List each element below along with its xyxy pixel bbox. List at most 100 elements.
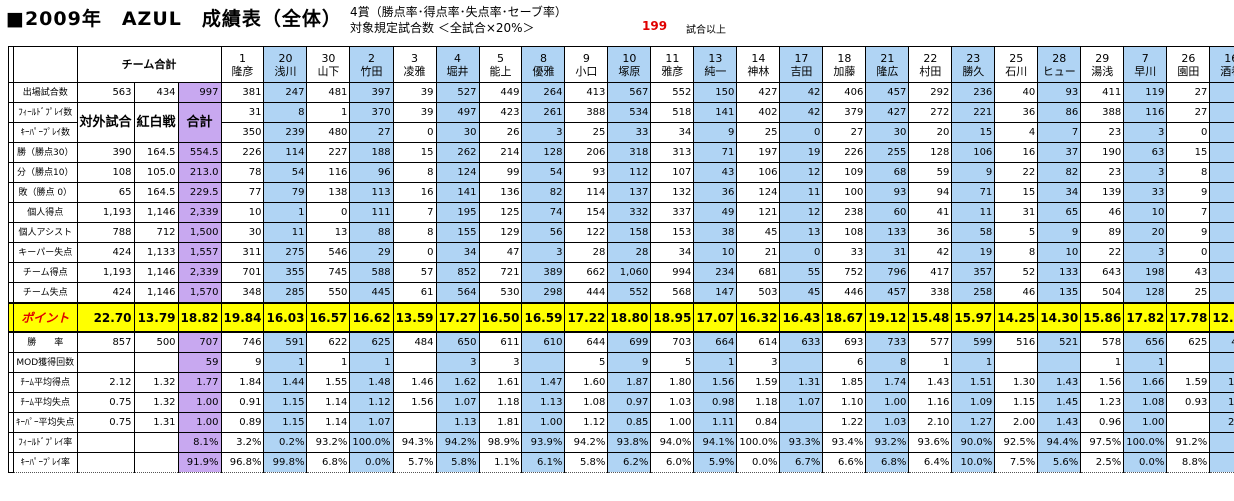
player-stat-value: 71 — [951, 182, 996, 203]
player-stat-value: 93 — [1037, 82, 1082, 103]
team-total-value: 434 — [133, 82, 179, 103]
player-stat-value: 11 — [1209, 142, 1234, 163]
player-stat-value: 0 — [392, 122, 437, 143]
player-stat-value: 31 — [1209, 102, 1234, 123]
player-stat-value: 2.10 — [908, 412, 953, 433]
player-stat-value: 93.9% — [521, 432, 566, 453]
player-stat-value: 93.3% — [779, 432, 824, 453]
player-stat-value: 504 — [1080, 282, 1125, 304]
stat-row: 敗（勝点 0） 65 164.5 229.5 77 79 138 113 16 141 136 82 1… — [8, 182, 1234, 203]
player-stat-value: 664 — [693, 331, 738, 353]
player-stat-value: 611 — [478, 331, 523, 353]
stat-row: ﾁｰﾑ平均得点 2.12 1.32 1.77 1.84 1.44 1.55 1.48 1.46 1… — [8, 372, 1234, 393]
player-number: 29 — [1095, 51, 1110, 65]
player-stat-value: 255 — [865, 142, 910, 163]
row-marker — [8, 302, 14, 333]
player-stat-value: 389 — [521, 262, 566, 283]
team-total-value: 554.5 — [177, 142, 222, 163]
player-stat-value: 633 — [779, 331, 824, 353]
player-stat-value: 10 — [220, 202, 265, 223]
player-stat-value: 484 — [392, 331, 437, 353]
player-stat-value: 1.44 — [263, 372, 308, 393]
player-stat-value: 28 — [607, 242, 652, 263]
player-number: 26 — [1181, 51, 1196, 65]
player-header: 18 加藤 — [822, 46, 867, 83]
player-stat-value — [1209, 162, 1234, 183]
player-stat-value: 546 — [306, 242, 351, 263]
team-total-value: 0.75 — [76, 392, 135, 413]
header-row: チーム合計 1 隆彦 20 浅川 30 山下 2 竹田 3 凌雅 4 堀井 5 能上 8 優雅 9 小口 10 塚原 11… — [8, 46, 1234, 83]
player-number: 23 — [966, 51, 981, 65]
stat-label: ﾌｨｰﾙﾄﾞﾌﾟﾚｲ率 — [13, 432, 78, 453]
player-stat-value: 94.3% — [392, 432, 437, 453]
player-stat-value: 733 — [865, 331, 910, 353]
player-stat-value: 15.86 — [1080, 302, 1125, 333]
team-total-value: 424 — [76, 242, 135, 263]
player-stat-value: 0.97 — [607, 392, 652, 413]
player-stat-value: 71 — [693, 142, 738, 163]
player-stat-value: 20 — [1123, 222, 1168, 243]
player-stat-value: 135 — [1037, 282, 1082, 304]
player-stat-value: 7.5% — [994, 452, 1039, 473]
player-stat-value: 625 — [1166, 331, 1211, 353]
team-total-value — [133, 452, 179, 473]
player-stat-value: 332 — [607, 202, 652, 223]
player-stat-value: 8 — [865, 352, 910, 373]
player-stat-value: 1.59 — [736, 372, 781, 393]
player-stat-value: 34 — [435, 242, 480, 263]
team-total-value: 0.75 — [76, 412, 135, 433]
player-stat-value: 644 — [564, 331, 609, 353]
player-header: 16酒巻 — [1209, 46, 1234, 83]
player-stat-value: 16 — [392, 182, 437, 203]
player-header: 3 凌雅 — [392, 46, 437, 83]
player-header: 20 浅川 — [263, 46, 308, 83]
player-stat-value: 116 — [1123, 102, 1168, 123]
player-stat-value: 693 — [822, 331, 867, 353]
player-stat-value: 357 — [951, 262, 996, 283]
team-total-value: 59 — [177, 352, 222, 373]
player-stat-value: 402 — [736, 102, 781, 123]
player-stat-value: 0.84 — [736, 412, 781, 433]
player-stat-value: 79 — [263, 182, 308, 203]
report-header: ■2009年 AZUL 成績表（全体） 4賞（勝点率･得点率･失点率･セーブ率）… — [0, 0, 1234, 46]
team-total-value: 1.00 — [177, 412, 222, 433]
stat-label: 出場試合数 — [13, 82, 78, 103]
player-stat-value: 16.32 — [736, 302, 781, 333]
player-stat-value: 114 — [564, 182, 609, 203]
player-stat-value: 258 — [951, 282, 996, 304]
player-stat-value: 86 — [1037, 102, 1082, 123]
row-marker — [8, 262, 14, 283]
player-stat-value: 752 — [822, 262, 867, 283]
team-total-value: 500 — [133, 331, 179, 353]
player-stat-value: 15.97 — [951, 302, 996, 333]
player-stat-value: 121 — [736, 202, 781, 223]
player-stat-value: 564 — [435, 282, 480, 304]
player-stat-value: 197 — [736, 142, 781, 163]
player-stat-value: 8 — [1166, 162, 1211, 183]
player-stat-value: 662 — [564, 262, 609, 283]
player-stat-value: 18.67 — [822, 302, 867, 333]
player-stat-value: 1 — [951, 352, 996, 373]
player-stat-value: 3 — [1209, 122, 1234, 143]
team-total-header: チーム合計 — [76, 46, 222, 83]
player-stat-value: 577 — [908, 331, 953, 353]
player-name: 小口 — [575, 64, 598, 78]
player-stat-value: 18.95 — [650, 302, 695, 333]
player-stat-value: 39 — [392, 82, 437, 103]
stat-row: 分（勝点10） 108 105.0 213.0 78 54 116 96 8 124 99 54 93 1… — [8, 162, 1234, 183]
player-stat-value: 3 — [1123, 242, 1168, 263]
stat-label: チーム得点 — [13, 262, 78, 283]
player-stat-value: 721 — [478, 262, 523, 283]
player-stat-value: 128 — [908, 142, 953, 163]
player-stat-value: 599 — [951, 331, 996, 353]
player-stat-value: 141 — [435, 182, 480, 203]
player-stat-value: 497 — [435, 102, 480, 123]
player-stat-value: 0 — [392, 242, 437, 263]
award-subtitle: 4賞（勝点率･得点率･失点率･セーブ率） — [350, 5, 567, 19]
player-stat-value: 292 — [908, 82, 953, 103]
player-stat-value: 42 — [908, 242, 953, 263]
player-name: 村田 — [919, 64, 942, 78]
player-stat-value: 0.0% — [736, 452, 781, 473]
player-stat-value: 125 — [478, 202, 523, 223]
player-name: 凌雅 — [403, 64, 426, 78]
